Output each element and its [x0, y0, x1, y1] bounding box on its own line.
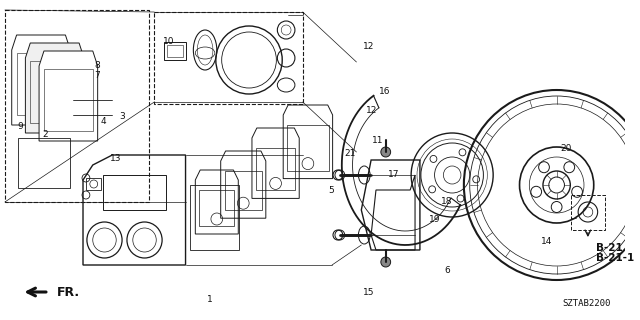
Text: 21: 21 [344, 149, 356, 158]
Text: 13: 13 [110, 154, 122, 163]
Circle shape [381, 257, 390, 267]
Text: 12: 12 [363, 42, 374, 51]
Text: 8: 8 [94, 61, 100, 70]
Text: 10: 10 [163, 37, 175, 46]
Bar [572, 195, 605, 230]
Text: FR.: FR. [57, 285, 80, 299]
Text: B-21: B-21 [596, 243, 623, 253]
Circle shape [381, 147, 390, 157]
Bar [167, 45, 182, 57]
Text: 18: 18 [441, 197, 452, 206]
Bar [199, 190, 234, 226]
Text: 3: 3 [119, 112, 125, 121]
Text: 16: 16 [379, 87, 390, 96]
Text: 12: 12 [366, 106, 378, 115]
Polygon shape [12, 35, 70, 125]
Text: 4: 4 [100, 117, 106, 126]
Text: 20: 20 [560, 144, 572, 153]
Text: 2: 2 [42, 130, 48, 139]
Polygon shape [26, 43, 84, 133]
Bar [5, 10, 149, 202]
Bar [256, 148, 295, 190]
Bar [86, 178, 100, 190]
Text: 6: 6 [444, 266, 450, 275]
Text: 7: 7 [94, 71, 100, 80]
Polygon shape [39, 51, 98, 141]
Bar [154, 12, 303, 104]
Text: 17: 17 [388, 170, 399, 179]
Text: 15: 15 [363, 288, 374, 297]
Text: SZTAB2200: SZTAB2200 [562, 299, 611, 308]
Text: 9: 9 [17, 122, 23, 131]
Text: 1: 1 [207, 295, 212, 304]
Text: 5: 5 [328, 186, 334, 195]
Bar [287, 125, 329, 171]
Bar [102, 175, 166, 210]
Text: 14: 14 [541, 237, 552, 246]
Text: 19: 19 [429, 215, 440, 224]
Text: 11: 11 [372, 136, 384, 145]
Text: B-21-1: B-21-1 [596, 253, 634, 263]
Bar [164, 42, 186, 60]
Bar [225, 171, 262, 210]
